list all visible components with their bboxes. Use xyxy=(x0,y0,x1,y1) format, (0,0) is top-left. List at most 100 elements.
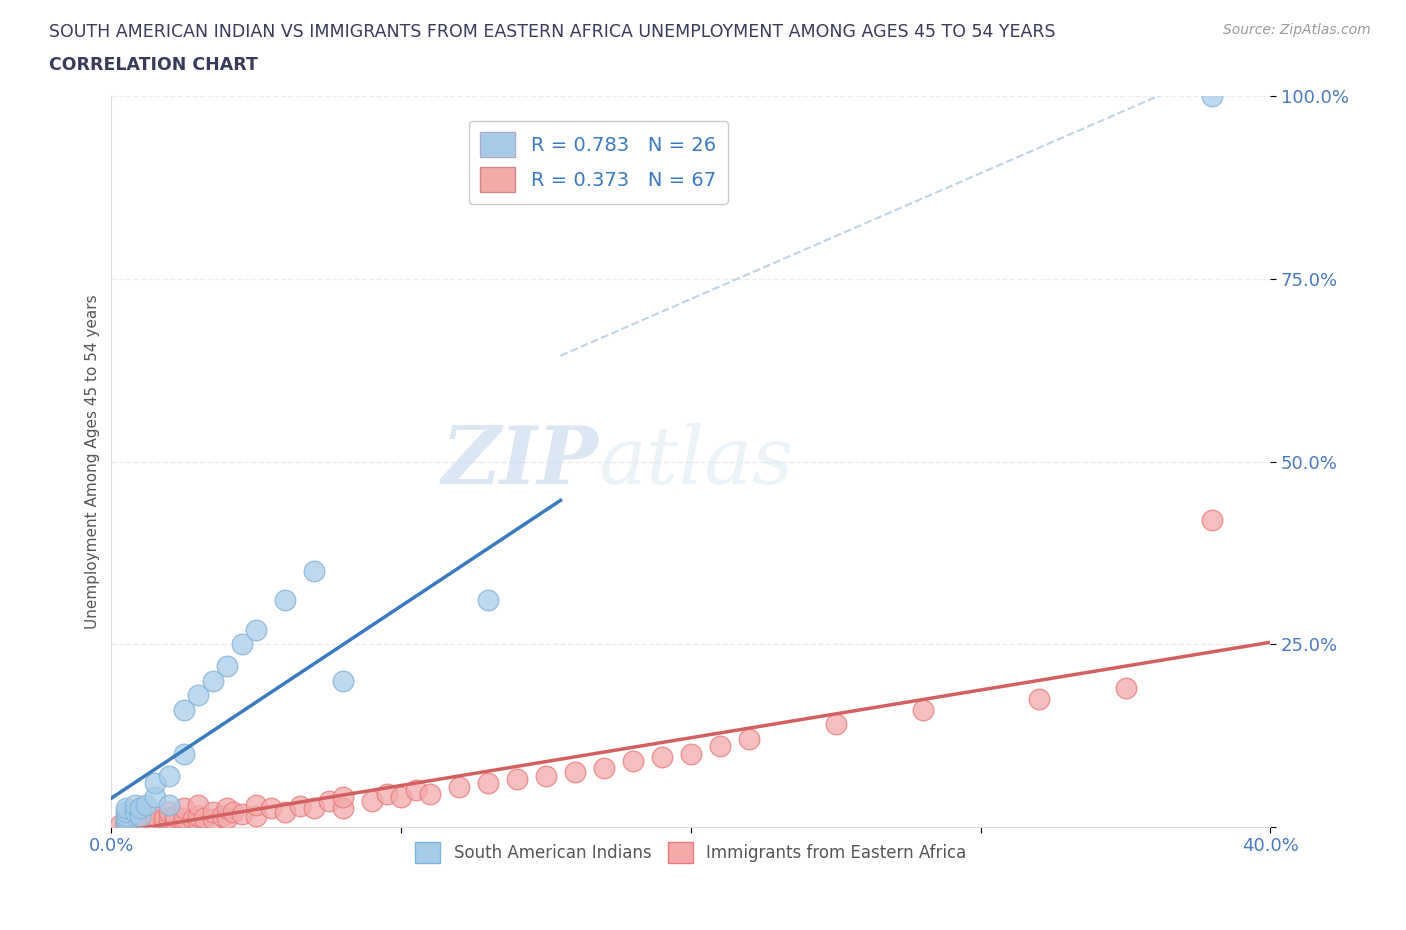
Point xyxy=(679,746,702,761)
Point xyxy=(389,790,412,805)
Point xyxy=(564,764,586,779)
Point xyxy=(157,804,180,819)
Text: CORRELATION CHART: CORRELATION CHART xyxy=(49,56,259,73)
Point xyxy=(173,746,195,761)
Point xyxy=(449,779,471,794)
Point xyxy=(477,592,499,607)
Point xyxy=(187,808,209,823)
Point xyxy=(621,753,644,768)
Point xyxy=(738,732,761,747)
Point xyxy=(143,814,166,829)
Point xyxy=(332,790,354,805)
Point xyxy=(477,776,499,790)
Point xyxy=(709,739,731,754)
Point xyxy=(181,812,204,827)
Point xyxy=(135,797,157,812)
Point xyxy=(332,801,354,816)
Point xyxy=(115,804,138,819)
Point xyxy=(361,793,384,808)
Point xyxy=(115,801,138,816)
Point xyxy=(318,793,340,808)
Point xyxy=(157,816,180,830)
Point xyxy=(115,812,138,827)
Point xyxy=(593,761,616,776)
Point xyxy=(217,801,239,816)
Point xyxy=(143,817,166,831)
Point xyxy=(332,673,354,688)
Point xyxy=(911,702,934,717)
Point xyxy=(115,816,138,830)
Point xyxy=(129,801,152,816)
Point xyxy=(157,768,180,783)
Point xyxy=(152,811,174,826)
Point xyxy=(274,592,297,607)
Point xyxy=(211,808,233,823)
Point xyxy=(245,797,267,812)
Point xyxy=(201,673,224,688)
Point xyxy=(173,801,195,816)
Point xyxy=(124,797,146,812)
Text: ZIP: ZIP xyxy=(441,423,598,500)
Point xyxy=(245,808,267,823)
Point xyxy=(143,776,166,790)
Point xyxy=(274,804,297,819)
Point xyxy=(375,787,398,802)
Point xyxy=(115,814,138,829)
Point xyxy=(506,772,529,787)
Point xyxy=(124,804,146,819)
Point xyxy=(108,817,131,832)
Point xyxy=(201,804,224,819)
Point xyxy=(534,768,557,783)
Point xyxy=(222,804,245,819)
Point xyxy=(231,637,253,652)
Point xyxy=(1201,512,1223,527)
Text: atlas: atlas xyxy=(598,423,793,500)
Point xyxy=(405,783,427,798)
Point xyxy=(143,808,166,823)
Point xyxy=(193,811,215,826)
Point xyxy=(824,717,846,732)
Point xyxy=(419,787,441,802)
Point xyxy=(260,801,283,816)
Point xyxy=(651,750,673,764)
Point xyxy=(288,799,311,814)
Point xyxy=(1028,692,1050,707)
Point xyxy=(302,564,325,578)
Point xyxy=(129,808,152,823)
Point xyxy=(157,812,180,827)
Text: SOUTH AMERICAN INDIAN VS IMMIGRANTS FROM EASTERN AFRICA UNEMPLOYMENT AMONG AGES : SOUTH AMERICAN INDIAN VS IMMIGRANTS FROM… xyxy=(49,23,1056,41)
Point xyxy=(157,797,180,812)
Point xyxy=(187,797,209,812)
Point xyxy=(135,812,157,827)
Point xyxy=(124,812,146,827)
Point xyxy=(143,790,166,805)
Point xyxy=(302,801,325,816)
Point xyxy=(129,811,152,826)
Point xyxy=(217,658,239,673)
Point xyxy=(115,816,138,830)
Y-axis label: Unemployment Among Ages 45 to 54 years: Unemployment Among Ages 45 to 54 years xyxy=(86,294,100,629)
Point xyxy=(121,817,143,831)
Point xyxy=(124,815,146,830)
Point xyxy=(135,816,157,830)
Point xyxy=(129,814,152,829)
Point xyxy=(115,808,138,823)
Point xyxy=(152,815,174,830)
Point xyxy=(201,812,224,827)
Point xyxy=(165,808,187,823)
Point xyxy=(173,702,195,717)
Text: Source: ZipAtlas.com: Source: ZipAtlas.com xyxy=(1223,23,1371,37)
Point xyxy=(129,817,152,832)
Point xyxy=(217,811,239,826)
Point xyxy=(173,816,195,830)
Point xyxy=(173,811,195,826)
Point xyxy=(187,814,209,829)
Point xyxy=(165,814,187,829)
Point xyxy=(245,622,267,637)
Point xyxy=(1115,681,1137,696)
Legend: South American Indians, Immigrants from Eastern Africa: South American Indians, Immigrants from … xyxy=(409,836,973,870)
Point xyxy=(1201,89,1223,104)
Point xyxy=(231,806,253,821)
Point xyxy=(115,817,138,832)
Point xyxy=(187,688,209,703)
